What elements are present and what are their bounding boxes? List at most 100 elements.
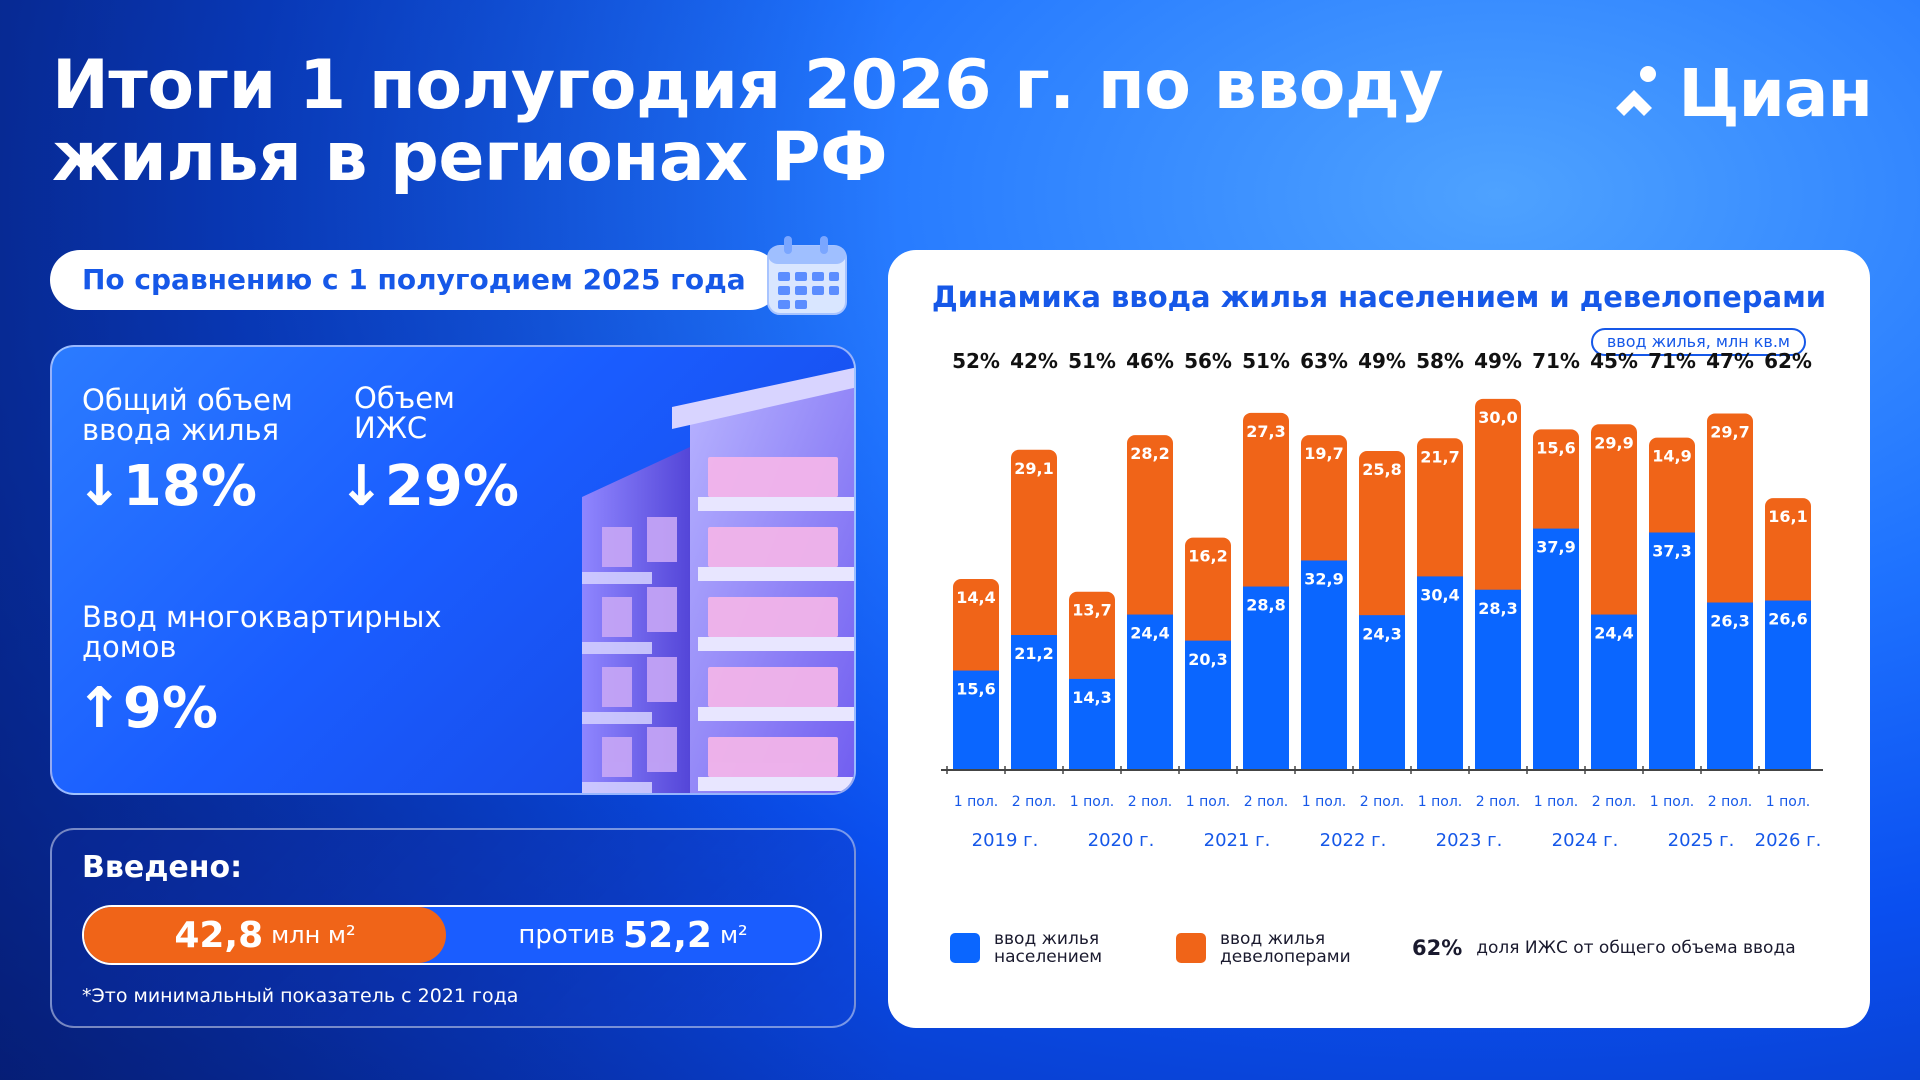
share-label-10: 71% (1532, 349, 1580, 373)
share-label-6: 63% (1300, 349, 1348, 373)
share-label-3: 46% (1126, 349, 1174, 373)
current-unit: млн м² (271, 921, 356, 949)
x-tick-12: 1 пол. (1650, 794, 1694, 810)
bar-population-cap-9 (1475, 589, 1521, 598)
year-label-7: 2026 г. (1755, 830, 1822, 851)
x-tick-6: 1 пол. (1302, 794, 1346, 810)
stat-izhs-label: Объем ИЖС (354, 381, 455, 445)
x-tick-0: 1 пол. (954, 794, 998, 810)
logo-text: Циан (1678, 54, 1873, 132)
bar-population-cap-14 (1765, 600, 1811, 609)
x-tick-2: 1 пол. (1070, 794, 1114, 810)
x-tick-1: 2 пол. (1012, 794, 1056, 810)
x-tick-7: 2 пол. (1360, 794, 1404, 810)
x-tick-5: 2 пол. (1244, 794, 1288, 810)
bar-population-6 (1301, 560, 1347, 770)
bar-population-cap-11 (1591, 614, 1637, 623)
legend-share: 62% доля ИЖС от общего объема ввода (1412, 928, 1796, 968)
label-population-10: 37,9 (1536, 538, 1575, 557)
year-label-6: 2025 г. (1668, 830, 1735, 851)
label-population-1: 21,2 (1014, 644, 1053, 663)
year-label-3: 2022 г. (1320, 830, 1387, 851)
label-developers-6: 19,7 (1304, 444, 1343, 463)
bar-population-3 (1127, 614, 1173, 770)
label-developers-13: 29,7 (1710, 422, 1749, 441)
building-illustration (582, 367, 854, 793)
label-population-4: 20,3 (1188, 650, 1227, 669)
bar-population-5 (1243, 586, 1289, 770)
share-label-8: 58% (1416, 349, 1464, 373)
bar-population-2 (1069, 678, 1115, 770)
label-population-3: 24,4 (1130, 624, 1169, 643)
label-population-13: 26,3 (1710, 612, 1749, 631)
stacked-bar-chart: 14,4 15,6 52% 1 пол. 29,1 21,2 42% 2 пол. 13,7 14… (941, 349, 1823, 851)
share-label-7: 49% (1358, 349, 1406, 373)
legend-share-label: доля ИЖС от общего объема ввода (1476, 938, 1796, 958)
share-label-4: 56% (1184, 349, 1232, 373)
introduced-label: Введено: (82, 850, 243, 885)
x-tick-14: 1 пол. (1766, 794, 1810, 810)
bar-population-9 (1475, 589, 1521, 770)
bar-population-13 (1707, 602, 1753, 770)
legend-developers-label: ввод жилья девелоперами (1220, 929, 1351, 967)
bar-population-8 (1417, 576, 1463, 770)
unit-badge: ввод жилья, млн кв.м (1590, 328, 1806, 356)
legend-developers: ввод жилья девелоперами (1176, 928, 1370, 968)
bar-population-cap-12 (1649, 532, 1695, 541)
chart-title: Динамика ввода жилья населением и девело… (931, 280, 1827, 314)
footnote: *Это минимальный показатель с 2021 года (82, 985, 519, 1007)
label-population-12: 37,3 (1652, 542, 1691, 561)
year-label-1: 2020 г. (1088, 830, 1155, 851)
x-tick-9: 2 пол. (1476, 794, 1520, 810)
bar-population-cap-10 (1533, 528, 1579, 537)
share-label-13: 47% (1706, 349, 1754, 373)
x-tick-10: 1 пол. (1534, 794, 1578, 810)
bar-population-cap-2 (1069, 678, 1115, 687)
label-developers-4: 16,2 (1188, 547, 1227, 566)
previous-value-segment: против 52,2 м² (446, 907, 820, 963)
previous-value: 52,2 (623, 914, 712, 956)
x-tick-8: 1 пол. (1418, 794, 1462, 810)
share-label-11: 45% (1590, 349, 1638, 373)
stat-total-value: ↓18% (76, 454, 257, 519)
current-value: 42,8 (174, 914, 264, 956)
year-label-5: 2024 г. (1552, 830, 1619, 851)
legend-share-example: 62% (1412, 936, 1463, 960)
label-population-8: 30,4 (1420, 585, 1459, 604)
label-population-14: 26,6 (1768, 610, 1807, 629)
label-population-11: 24,4 (1594, 624, 1633, 643)
stat-apartments-value: ↑9% (76, 676, 218, 741)
label-developers-8: 21,7 (1420, 447, 1459, 466)
bar-population-14 (1765, 600, 1811, 770)
x-tick-13: 2 пол. (1708, 794, 1752, 810)
label-population-9: 28,3 (1478, 599, 1517, 618)
legend-population-swatch (950, 933, 980, 963)
introduced-card: Введено: 42,8 млн м² против 52,2 м² *Это… (50, 828, 856, 1028)
x-tick-11: 2 пол. (1592, 794, 1636, 810)
legend-population-label: ввод жилья населением (994, 929, 1103, 967)
legend-developers-swatch (1176, 933, 1206, 963)
bar-population-cap-3 (1127, 614, 1173, 623)
stat-apartments-label: Ввод многоквартирных домов (82, 600, 442, 664)
bar-population-1 (1011, 635, 1057, 770)
introduced-comparison-bar: 42,8 млн м² против 52,2 м² (82, 905, 822, 965)
bar-population-12 (1649, 532, 1695, 770)
bar-population-11 (1591, 614, 1637, 770)
year-label-4: 2023 г. (1436, 830, 1503, 851)
share-label-2: 51% (1068, 349, 1116, 373)
label-population-2: 14,3 (1072, 688, 1111, 707)
share-label-14: 62% (1764, 349, 1812, 373)
comparison-card: Общий объем ввода жилья ↓18% Объем ИЖС ↓… (50, 345, 856, 795)
stat-total-label: Общий объем ввода жилья (82, 383, 293, 447)
label-developers-2: 13,7 (1072, 601, 1111, 620)
legend-population: ввод жилья населением (950, 928, 1124, 968)
bar-population-7 (1359, 615, 1405, 770)
bar-population-cap-5 (1243, 586, 1289, 595)
label-population-5: 28,8 (1246, 596, 1285, 615)
label-population-6: 32,9 (1304, 570, 1343, 589)
page-title: Итоги 1 полугодия 2026 г. по вводу жилья… (52, 46, 1444, 197)
bar-population-cap-1 (1011, 635, 1057, 644)
label-developers-1: 29,1 (1014, 459, 1053, 478)
x-tick-4: 1 пол. (1186, 794, 1230, 810)
year-label-2: 2021 г. (1204, 830, 1271, 851)
